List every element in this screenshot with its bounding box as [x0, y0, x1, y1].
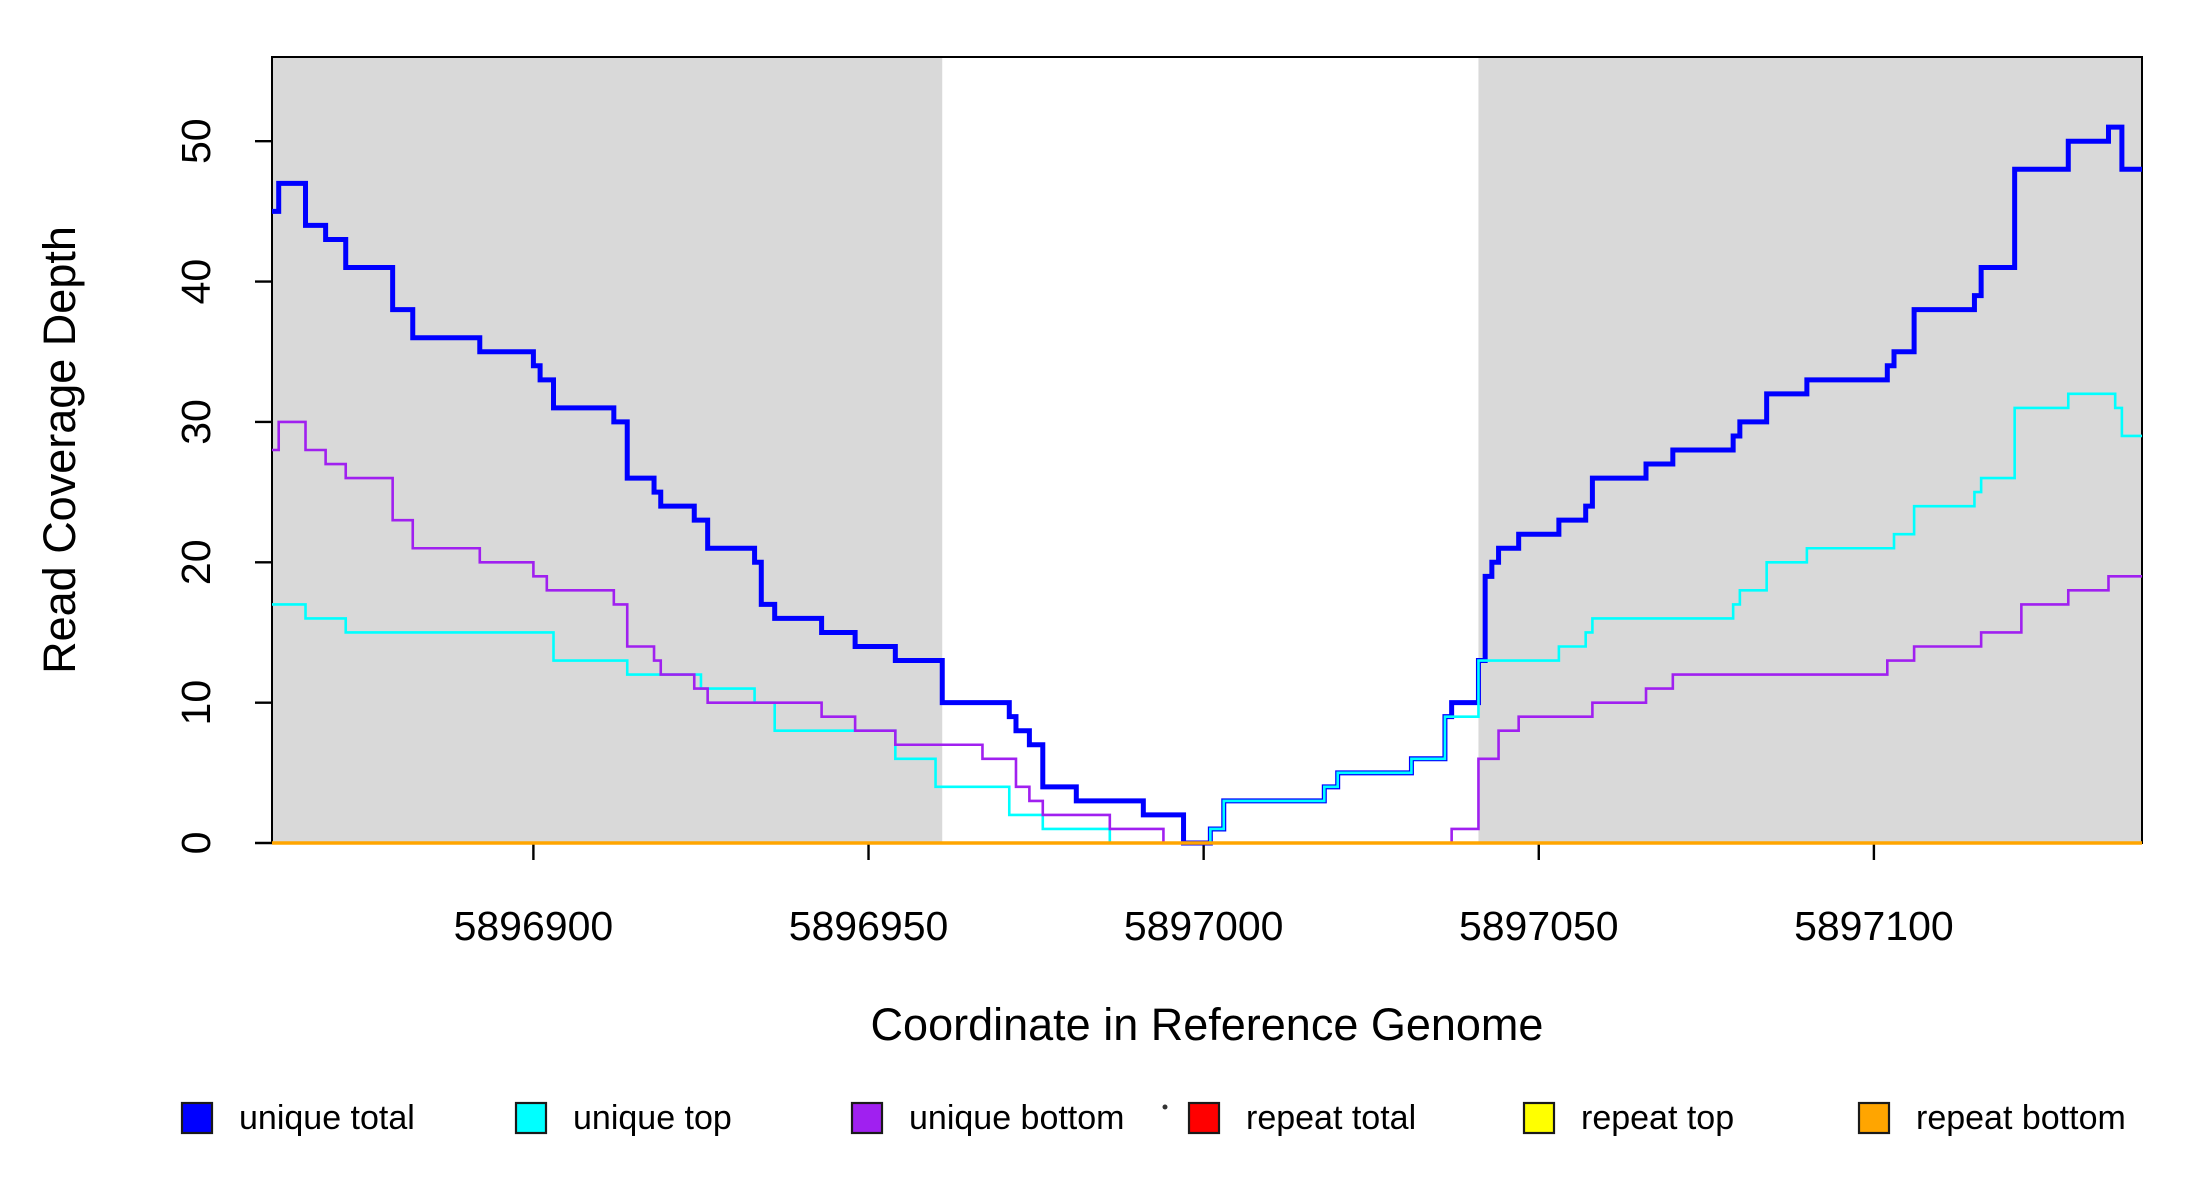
legend-label-unique-bottom: unique bottom: [909, 1099, 1125, 1137]
legend-swatch-repeat-bottom: [1857, 1101, 1891, 1135]
series-unique-bottom: [272, 420, 2142, 845]
legend-label-unique-total: unique total: [239, 1099, 415, 1137]
shaded-region-right: [1478, 57, 2142, 843]
y-axis-tick-label: 10: [173, 680, 219, 726]
y-axis-tick-label: 50: [173, 118, 219, 164]
x-axis-tick-label: 5896950: [789, 903, 949, 949]
legend-swatch-repeat-top: [1522, 1101, 1556, 1135]
y-axis-tick-label: 0: [173, 832, 219, 855]
legend-label-unique-top: unique top: [573, 1099, 732, 1137]
x-axis-tick-label: 5897100: [1794, 903, 1954, 949]
x-axis-tick-label: 5896900: [454, 903, 614, 949]
x-axis-tick-label: 5897050: [1459, 903, 1619, 949]
y-axis-tick-label: 30: [173, 399, 219, 445]
y-axis-tick-label: 40: [173, 259, 219, 305]
legend-label-repeat-bottom: repeat bottom: [1916, 1099, 2126, 1137]
series-unique-top: [272, 392, 2142, 845]
x-axis-title: Coordinate in Reference Genome: [871, 999, 1544, 1050]
legend-label-repeat-top: repeat top: [1581, 1099, 1734, 1137]
shaded-region-left: [272, 57, 943, 843]
legend-swatch-unique-top: [514, 1101, 548, 1135]
legend-swatch-unique-total: [180, 1101, 214, 1135]
legend-swatch-repeat-total: [1187, 1101, 1221, 1135]
legend-swatch-unique-bottom: [850, 1101, 884, 1135]
y-axis-title: Read Coverage Depth: [34, 226, 85, 674]
y-axis-tick-label: 20: [173, 539, 219, 585]
legend-label-repeat-total: repeat total: [1246, 1099, 1416, 1137]
stray-dot: [1162, 1104, 1168, 1110]
x-axis-tick-label: 5897000: [1124, 903, 1284, 949]
